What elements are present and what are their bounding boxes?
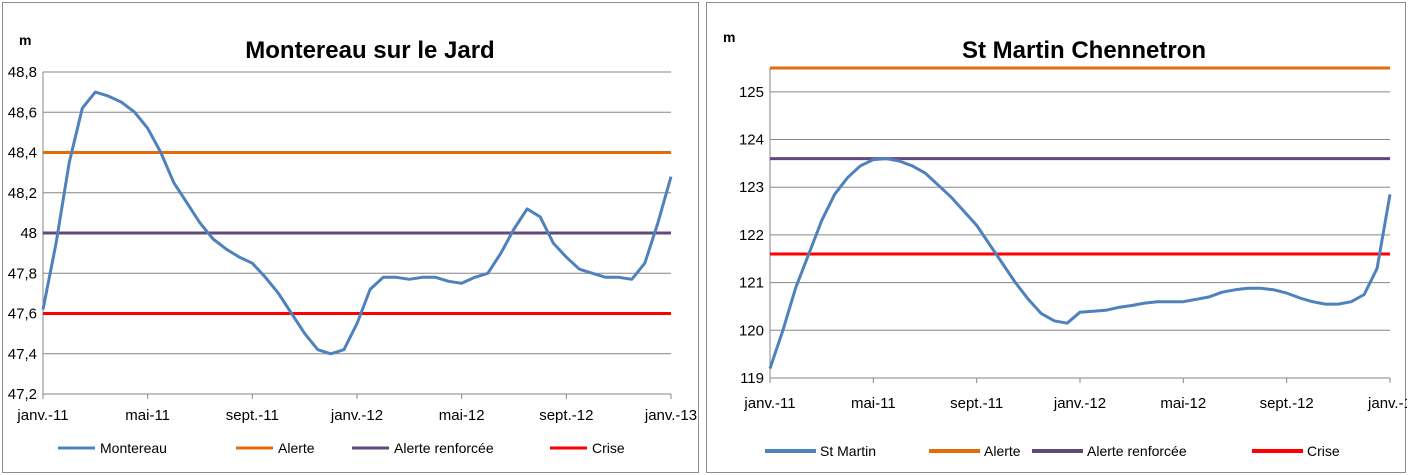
y-tick-label: 125 (739, 84, 764, 101)
legend-label: Alerte renforcée (394, 440, 494, 456)
y-unit-label: m (723, 29, 735, 45)
series-line-st-martin (768, 157, 1392, 369)
x-tick-label: sept.-11 (226, 407, 279, 424)
y-tick-label: 123 (739, 179, 764, 196)
y-tick-label: 48,2 (8, 185, 37, 202)
y-unit-label: m (19, 32, 31, 48)
y-tick-label: 47,8 (8, 265, 37, 282)
x-tick-label: janv.-12 (1053, 395, 1106, 412)
chart-title: Montereau sur le Jard (245, 37, 494, 64)
x-tick-label: sept.-12 (1260, 395, 1314, 412)
chart-st-martin-svg: 119 120 121 122 123 124 125 janv.-11 mai-11 sept.… (723, 29, 1407, 459)
chart-st-martin: 119 120 121 122 123 124 125 janv.-11 mai-11 sept.… (706, 2, 1407, 473)
legend-label: St Martin (820, 443, 876, 459)
y-tick-label: 48 (20, 225, 37, 242)
y-tick-label: 48,8 (8, 64, 37, 81)
y-tick-label: 48,6 (8, 104, 37, 121)
y-tick-label: 120 (739, 322, 764, 339)
x-tick-label: janv.-11 (16, 407, 68, 424)
y-tick-label: 47,4 (8, 346, 37, 363)
x-tick-label: sept.-12 (539, 407, 593, 424)
x-tick-label: janv.-12 (330, 407, 383, 424)
chart-title: St Martin Chennetron (962, 37, 1206, 64)
chart-montereau: 47,2 47,4 47,6 47,8 48 48,2 48,4 48,6 48,8 janv.-… (2, 2, 699, 473)
y-tick-label: 119 (740, 370, 764, 387)
legend-label: Alerte (278, 440, 315, 456)
y-tick-label: 124 (739, 132, 764, 149)
y-tick-label: 47,6 (8, 306, 37, 323)
x-tick-label: janv.-1 (1367, 395, 1407, 412)
x-tick-label: mai-11 (125, 407, 170, 424)
y-tick-label: 47,2 (8, 386, 37, 403)
legend-label: Crise (592, 440, 625, 456)
legend-label: Crise (1307, 443, 1340, 459)
legend-label: Montereau (100, 440, 167, 456)
series-line-montereau (41, 90, 673, 356)
x-tick-label: sept.-11 (950, 395, 1003, 412)
chart-montereau-svg: 47,2 47,4 47,6 47,8 48 48,2 48,4 48,6 48,8 janv.-… (8, 32, 697, 456)
x-tick-label: mai-12 (1160, 395, 1206, 412)
x-tick-label: janv.-11 (743, 395, 795, 412)
legend-label: Alerte renforcée (1087, 443, 1187, 459)
y-tick-label: 48,4 (8, 145, 37, 162)
x-tick-label: mai-11 (851, 395, 896, 412)
x-tick-label: janv.-13 (644, 407, 697, 424)
x-tick-label: mai-12 (439, 407, 485, 424)
y-tick-label: 121 (739, 275, 764, 292)
legend-label: Alerte (984, 443, 1021, 459)
y-tick-label: 122 (739, 227, 764, 244)
